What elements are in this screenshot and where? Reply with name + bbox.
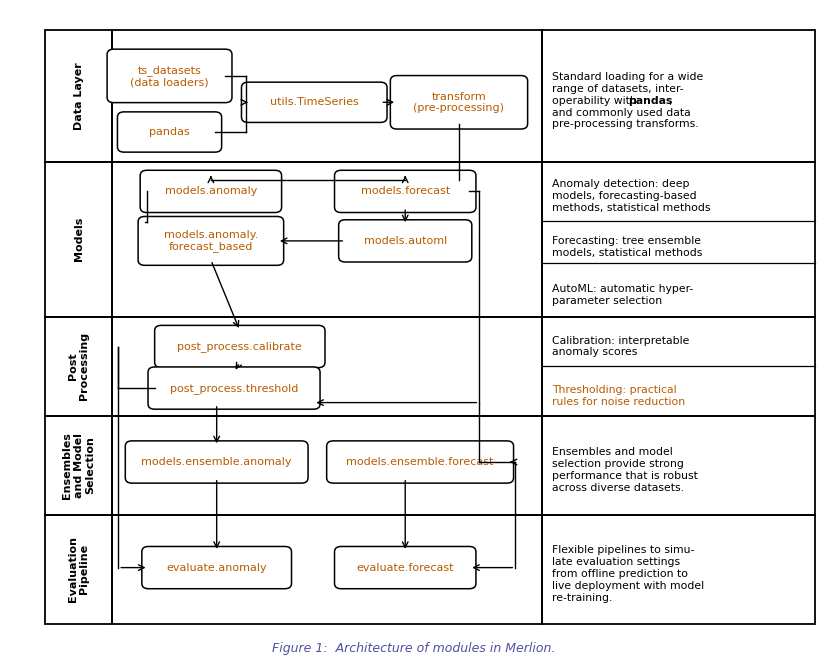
Text: performance that is robust: performance that is robust <box>552 471 698 481</box>
Text: models.anomaly.
forecast_based: models.anomaly. forecast_based <box>164 230 258 252</box>
FancyBboxPatch shape <box>140 170 281 213</box>
Text: and commonly used data: and commonly used data <box>552 108 691 117</box>
Text: Calibration: interpretable: Calibration: interpretable <box>552 335 690 346</box>
Text: range of datasets, inter-: range of datasets, inter- <box>552 84 684 94</box>
Bar <box>112 515 542 624</box>
Text: Thresholding: practical: Thresholding: practical <box>552 385 677 395</box>
Text: evaluate.anomaly: evaluate.anomaly <box>166 562 267 573</box>
FancyBboxPatch shape <box>241 82 387 122</box>
FancyBboxPatch shape <box>155 325 325 368</box>
Text: Standard loading for a wide: Standard loading for a wide <box>552 72 704 82</box>
Bar <box>45 515 112 624</box>
Text: Evaluation
Pipeline: Evaluation Pipeline <box>68 536 89 602</box>
Text: models.automl: models.automl <box>364 236 447 246</box>
Text: models.ensemble.anomaly: models.ensemble.anomaly <box>141 457 292 467</box>
Text: post_process.calibrate: post_process.calibrate <box>178 341 302 352</box>
FancyBboxPatch shape <box>390 76 528 129</box>
Text: Ensembles and model: Ensembles and model <box>552 447 673 457</box>
Text: across diverse datasets.: across diverse datasets. <box>552 483 685 493</box>
FancyBboxPatch shape <box>107 49 232 102</box>
Bar <box>112 416 542 515</box>
Text: selection provide strong: selection provide strong <box>552 459 684 469</box>
Text: models, forecasting-based: models, forecasting-based <box>552 191 697 201</box>
Text: ,: , <box>668 96 672 106</box>
Text: re-training.: re-training. <box>552 593 613 603</box>
Text: from offline prediction to: from offline prediction to <box>552 569 688 579</box>
Bar <box>45 30 112 162</box>
FancyBboxPatch shape <box>339 220 471 262</box>
Text: Anomaly detection: deep: Anomaly detection: deep <box>552 180 690 189</box>
Text: Figure 1:  Architecture of modules in Merlion.: Figure 1: Architecture of modules in Mer… <box>272 642 555 655</box>
FancyBboxPatch shape <box>142 546 291 589</box>
Text: models.ensemble.forecast: models.ensemble.forecast <box>347 457 494 467</box>
Text: anomaly scores: anomaly scores <box>552 347 638 358</box>
FancyBboxPatch shape <box>334 546 476 589</box>
Text: Flexible pipelines to simu-: Flexible pipelines to simu- <box>552 545 695 556</box>
Bar <box>112 162 542 317</box>
Bar <box>542 162 815 317</box>
Text: operability with: operability with <box>552 96 641 106</box>
Text: models.forecast: models.forecast <box>361 186 450 197</box>
Text: Post
Processing: Post Processing <box>68 332 89 401</box>
FancyBboxPatch shape <box>117 112 222 152</box>
Bar <box>542 515 815 624</box>
Text: transform
(pre-processing): transform (pre-processing) <box>414 92 504 113</box>
FancyBboxPatch shape <box>148 367 320 409</box>
Text: parameter selection: parameter selection <box>552 296 662 306</box>
Text: models, statistical methods: models, statistical methods <box>552 248 703 257</box>
Bar <box>112 317 542 416</box>
FancyBboxPatch shape <box>327 441 514 483</box>
Text: pandas: pandas <box>629 96 673 106</box>
Text: Ensembles
and Model
Selection: Ensembles and Model Selection <box>62 432 95 499</box>
FancyBboxPatch shape <box>138 216 284 265</box>
Text: Models: Models <box>74 217 84 261</box>
Bar <box>45 416 112 515</box>
Text: late evaluation settings: late evaluation settings <box>552 557 681 568</box>
FancyBboxPatch shape <box>126 441 308 483</box>
Text: utils.TimeSeries: utils.TimeSeries <box>270 97 359 108</box>
Bar <box>45 162 112 317</box>
Text: pandas: pandas <box>149 127 190 137</box>
Text: pre-processing transforms.: pre-processing transforms. <box>552 119 699 129</box>
Bar <box>542 30 815 162</box>
Text: rules for noise reduction: rules for noise reduction <box>552 397 686 407</box>
Text: live deployment with model: live deployment with model <box>552 581 705 591</box>
Text: evaluate.forecast: evaluate.forecast <box>356 562 454 573</box>
Text: post_process.threshold: post_process.threshold <box>170 383 299 393</box>
Text: ts_datasets
(data loaders): ts_datasets (data loaders) <box>130 65 209 87</box>
Text: Data Layer: Data Layer <box>74 62 84 129</box>
Bar <box>45 317 112 416</box>
Bar <box>542 416 815 515</box>
Bar <box>542 317 815 416</box>
Text: models.anomaly: models.anomaly <box>165 186 257 197</box>
FancyBboxPatch shape <box>334 170 476 213</box>
Text: Forecasting: tree ensemble: Forecasting: tree ensemble <box>552 236 701 246</box>
Bar <box>112 30 542 162</box>
Text: methods, statistical methods: methods, statistical methods <box>552 203 711 213</box>
Text: AutoML: automatic hyper-: AutoML: automatic hyper- <box>552 284 694 294</box>
